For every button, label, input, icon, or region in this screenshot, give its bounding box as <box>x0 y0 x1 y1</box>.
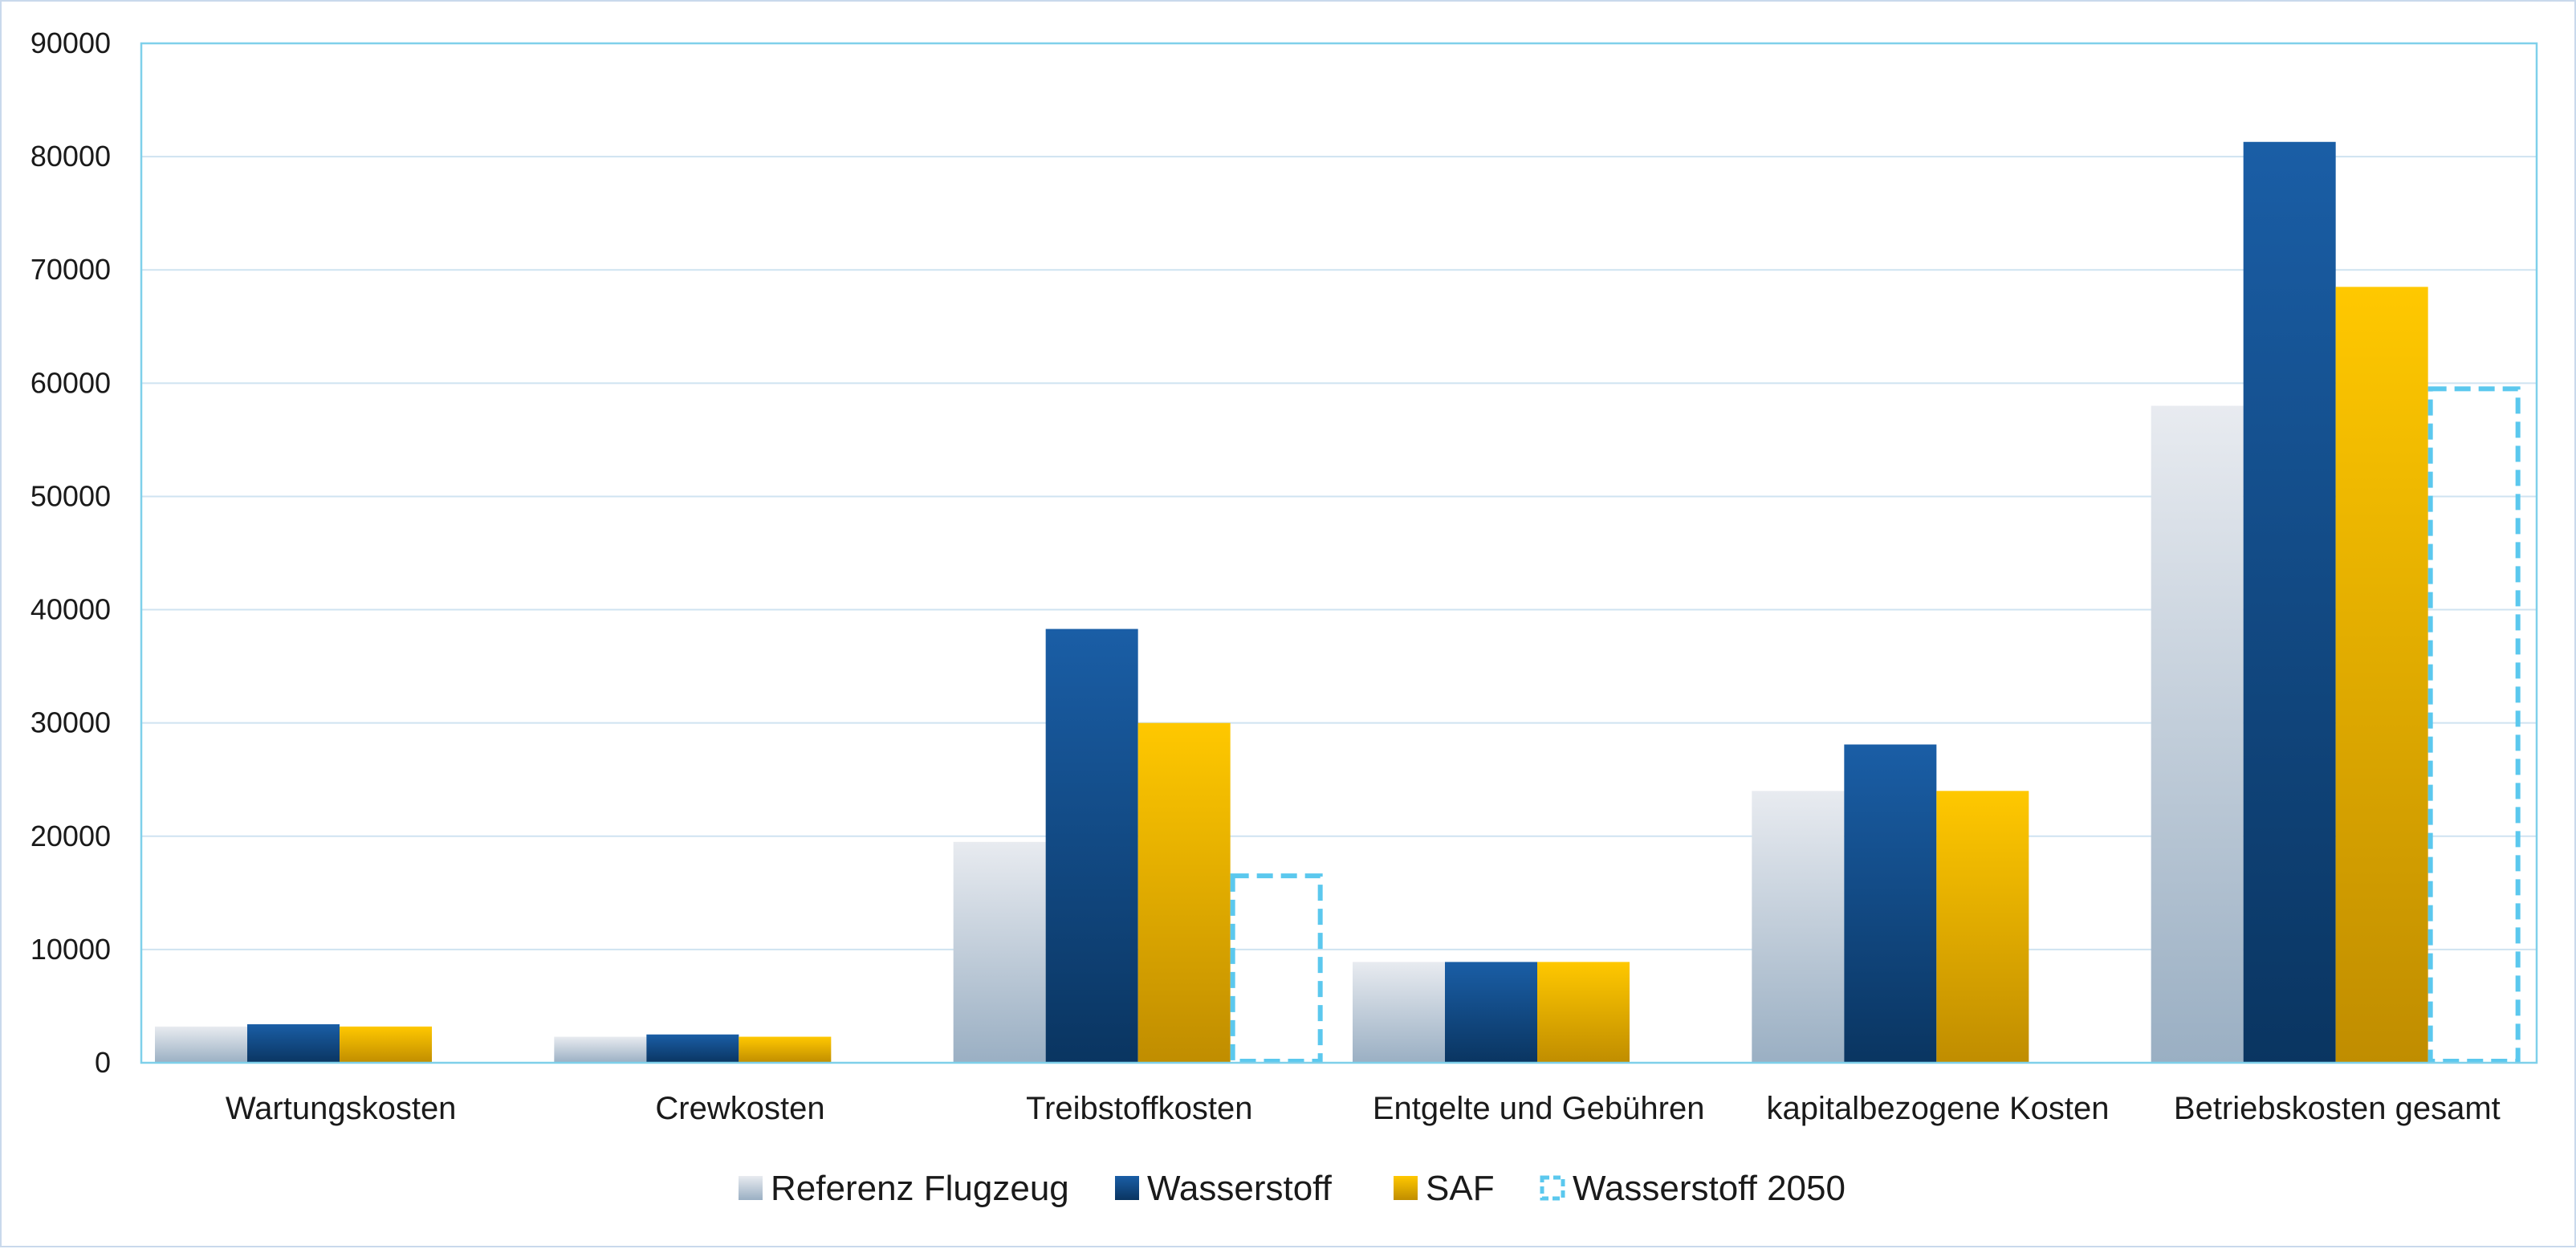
legend-item: Referenz Flugzeug <box>739 1169 1069 1208</box>
bars <box>155 141 2521 1064</box>
bar-1-4 <box>1844 744 1937 1063</box>
legend: Referenz Flugzeug Wasserstoff SAF Wassersto… <box>739 1169 1846 1208</box>
y-tick-label: 90000 <box>31 26 111 59</box>
bar-0-4 <box>1752 791 1845 1063</box>
bar-2-5 <box>2335 287 2428 1063</box>
bar-3-5 <box>2427 386 2521 1064</box>
y-tick-label: 80000 <box>31 140 111 173</box>
bar-0-3 <box>1353 962 1445 1063</box>
bar-2-1 <box>739 1036 832 1063</box>
bar-0-0 <box>155 1026 247 1063</box>
y-tick-label: 60000 <box>31 366 111 399</box>
plot-area-border <box>140 42 2538 1064</box>
y-tick-label: 40000 <box>31 593 111 626</box>
x-category-label: Entgelte und Gebühren <box>1373 1091 1705 1126</box>
x-category-label: kapitalbezogene Kosten <box>1767 1091 2110 1126</box>
legend-label: Wasserstoff <box>1147 1169 1333 1208</box>
legend-swatch <box>739 1176 763 1200</box>
legend-swatch <box>1394 1176 1418 1200</box>
y-tick-label: 50000 <box>31 479 111 512</box>
bar-1-2 <box>1045 629 1138 1063</box>
x-category-label: Wartungskosten <box>226 1091 457 1126</box>
legend-label: Referenz Flugzeug <box>771 1169 1069 1208</box>
bar-0-1 <box>554 1036 647 1063</box>
legend-swatch <box>1540 1175 1565 1201</box>
bar-3-2 <box>1230 873 1323 1064</box>
legend-swatch <box>1115 1176 1139 1200</box>
legend-item: SAF <box>1394 1169 1495 1208</box>
bar-2-4 <box>1936 791 2029 1063</box>
bar-1-1 <box>646 1034 739 1063</box>
bar-0-5 <box>2151 405 2244 1063</box>
y-tick-label: 20000 <box>31 820 111 852</box>
x-category-label: Crewkosten <box>655 1091 824 1126</box>
x-axis-categories: Wartungskosten Crewkosten Treibstoffkosten… <box>226 1091 2501 1126</box>
bar-2-2 <box>1137 722 1231 1063</box>
legend-label: Wasserstoff 2050 <box>1573 1169 1846 1208</box>
bar-2-0 <box>340 1026 432 1063</box>
bar-0-2 <box>953 841 1046 1063</box>
y-tick-label: 0 <box>95 1046 111 1079</box>
bar-1-0 <box>247 1024 340 1063</box>
plot-frame <box>140 42 2538 1064</box>
legend-label: SAF <box>1426 1169 1495 1208</box>
legend-item: Wasserstoff <box>1115 1169 1333 1208</box>
bar-1-3 <box>1445 962 1537 1063</box>
y-tick-label: 30000 <box>31 706 111 739</box>
bar-2-3 <box>1537 962 1630 1063</box>
y-axis-ticks: 0 10000 20000 30000 40000 50000 60000 70000 8000… <box>31 26 111 1079</box>
y-tick-label: 70000 <box>31 253 111 286</box>
bar-1-5 <box>2243 141 2336 1064</box>
y-tick-label: 10000 <box>31 933 111 966</box>
x-category-label: Betriebskosten gesamt <box>2174 1091 2501 1126</box>
legend-item: Wasserstoff 2050 <box>1540 1169 1846 1208</box>
x-category-label: Treibstoffkosten <box>1026 1091 1252 1126</box>
